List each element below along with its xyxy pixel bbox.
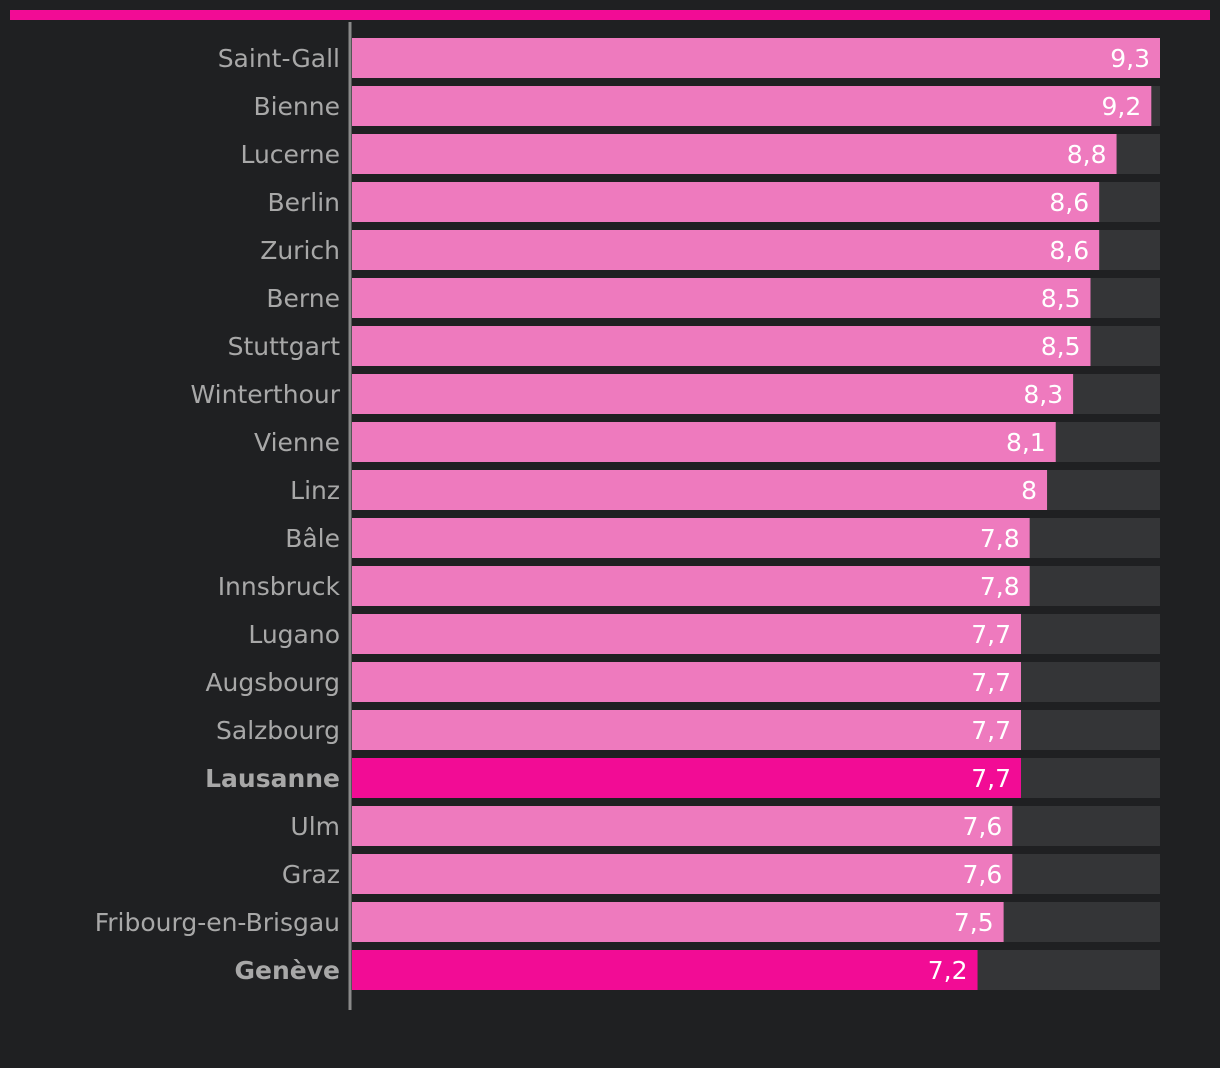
category-label: Fribourg-en-Brisgau xyxy=(95,908,340,937)
category-label: Linz xyxy=(290,476,340,505)
category-labels: Saint-Gall Bienne Lucerne Berlin Zurich Berne… xyxy=(95,44,341,985)
bar xyxy=(352,662,1021,702)
bar xyxy=(352,134,1117,174)
bar xyxy=(352,470,1048,510)
value-label: 7,6 xyxy=(963,860,1003,889)
bar xyxy=(352,710,1021,750)
category-label: Ulm xyxy=(290,812,340,841)
value-label: 7,7 xyxy=(971,620,1011,649)
bar xyxy=(352,950,978,990)
category-label: Genève xyxy=(235,956,340,985)
value-label: 7,7 xyxy=(971,668,1011,697)
accent-top-bar xyxy=(10,10,1210,20)
value-labels: 9,39,28,88,68,68,58,58,38,187,87,87,77,7… xyxy=(928,44,1150,985)
value-label: 9,2 xyxy=(1102,92,1142,121)
category-label: Lucerne xyxy=(240,140,340,169)
bar xyxy=(352,86,1152,126)
bar xyxy=(352,374,1074,414)
bar xyxy=(352,806,1013,846)
category-label: Bâle xyxy=(285,524,340,553)
category-label: Augsbourg xyxy=(205,668,340,697)
category-label: Winterthour xyxy=(191,380,341,409)
bar xyxy=(352,422,1056,462)
value-label: 8,5 xyxy=(1041,284,1081,313)
value-label: 9,3 xyxy=(1110,44,1150,73)
bar xyxy=(352,326,1091,366)
bar-tracks xyxy=(352,38,1160,990)
category-label: Salzbourg xyxy=(216,716,340,745)
category-label: Graz xyxy=(282,860,340,889)
category-label: Lugano xyxy=(248,620,340,649)
bar xyxy=(352,902,1004,942)
bar xyxy=(352,278,1091,318)
value-label: 7,2 xyxy=(928,956,968,985)
value-label: 7,8 xyxy=(980,572,1020,601)
value-label: 8,3 xyxy=(1023,380,1063,409)
value-label: 8,6 xyxy=(1049,236,1089,265)
bar xyxy=(352,614,1021,654)
bar xyxy=(352,854,1013,894)
value-label: 8,5 xyxy=(1041,332,1081,361)
category-label: Stuttgart xyxy=(228,332,341,361)
value-label: 8,6 xyxy=(1049,188,1089,217)
category-label: Berlin xyxy=(267,188,340,217)
value-label: 8 xyxy=(1021,476,1037,505)
bar xyxy=(352,230,1100,270)
bar xyxy=(352,566,1030,606)
bar xyxy=(352,758,1021,798)
value-label: 7,7 xyxy=(971,764,1011,793)
value-label: 8,1 xyxy=(1006,428,1046,457)
bar xyxy=(352,518,1030,558)
value-label: 8,8 xyxy=(1067,140,1107,169)
bars xyxy=(352,38,1160,990)
category-label: Innsbruck xyxy=(218,572,341,601)
category-label: Lausanne xyxy=(205,764,340,793)
value-label: 7,7 xyxy=(971,716,1011,745)
category-label: Bienne xyxy=(253,92,340,121)
value-label: 7,6 xyxy=(963,812,1003,841)
bar xyxy=(352,38,1160,78)
bar xyxy=(352,182,1100,222)
category-label: Saint-Gall xyxy=(218,44,340,73)
value-label: 7,5 xyxy=(954,908,994,937)
value-label: 7,8 xyxy=(980,524,1020,553)
category-label: Berne xyxy=(266,284,340,313)
category-label: Zurich xyxy=(260,236,340,265)
category-label: Vienne xyxy=(254,428,340,457)
